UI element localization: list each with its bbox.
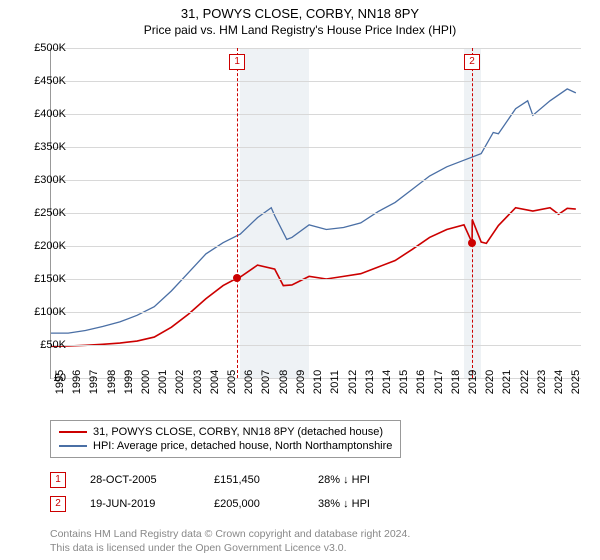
sale-date: 19-JUN-2019 [90,498,190,510]
sale-row-badge: 2 [50,496,66,512]
x-tick-label: 1996 [71,370,83,394]
x-tick-label: 2013 [364,370,376,394]
x-tick-label: 2007 [260,370,272,394]
sale-marker-line [237,48,238,378]
x-tick-label: 2017 [433,370,445,394]
grid-line [51,246,581,247]
x-tick-label: 2008 [278,370,290,394]
page-subtitle: Price paid vs. HM Land Registry's House … [0,21,600,41]
grid-line [51,345,581,346]
x-tick-label: 2023 [536,370,548,394]
y-tick-label: £350K [20,141,66,153]
x-tick-label: 1997 [88,370,100,394]
sale-row: 1 28-OCT-2005 £151,450 28% ↓ HPI [50,472,370,488]
x-tick-label: 2000 [140,370,152,394]
grid-line [51,312,581,313]
sale-marker-line [472,48,473,378]
grid-line [51,81,581,82]
x-tick-label: 2012 [347,370,359,394]
x-tick-label: 2004 [209,370,221,394]
sale-date: 28-OCT-2005 [90,474,190,486]
x-tick-label: 2025 [570,370,582,394]
legend-swatch [59,445,87,447]
x-tick-label: 2002 [174,370,186,394]
y-tick-label: £100K [20,306,66,318]
x-tick-label: 2018 [450,370,462,394]
page-title: 31, POWYS CLOSE, CORBY, NN18 8PY [0,0,600,21]
sale-delta: 38% ↓ HPI [318,498,370,510]
y-tick-label: £200K [20,240,66,252]
sale-price: £151,450 [214,474,294,486]
sale-marker-badge: 2 [464,54,480,70]
x-tick-label: 2003 [192,370,204,394]
y-tick-label: £150K [20,273,66,285]
sale-row-badge: 1 [50,472,66,488]
grid-line [51,180,581,181]
y-tick-label: £50K [20,339,66,351]
sale-row: 2 19-JUN-2019 £205,000 38% ↓ HPI [50,496,370,512]
grid-line [51,48,581,49]
legend-label: HPI: Average price, detached house, Nort… [93,440,392,452]
sale-price: £205,000 [214,498,294,510]
x-tick-label: 2009 [295,370,307,394]
x-tick-label: 2011 [329,370,341,394]
sale-dot [233,274,241,282]
x-tick-label: 2006 [243,370,255,394]
footer-line: Contains HM Land Registry data © Crown c… [50,528,410,542]
sale-dot [468,239,476,247]
y-tick-label: £300K [20,174,66,186]
x-tick-label: 1999 [123,370,135,394]
footer-line: This data is licensed under the Open Gov… [50,542,410,556]
legend-swatch [59,431,87,433]
x-tick-label: 2021 [501,370,513,394]
x-tick-label: 2016 [415,370,427,394]
grid-line [51,279,581,280]
x-tick-label: 2022 [519,370,531,394]
series-price_paid [51,208,576,347]
y-tick-label: £400K [20,108,66,120]
x-tick-label: 2010 [312,370,324,394]
y-tick-label: £250K [20,207,66,219]
x-tick-label: 2024 [553,370,565,394]
x-tick-label: 1998 [106,370,118,394]
footer-attribution: Contains HM Land Registry data © Crown c… [50,528,410,555]
y-tick-label: £500K [20,42,66,54]
chart-plot-area: 12 [50,48,581,379]
grid-line [51,147,581,148]
x-tick-label: 2019 [467,370,479,394]
x-tick-label: 1995 [54,370,66,394]
sale-delta: 28% ↓ HPI [318,474,370,486]
x-tick-label: 2005 [226,370,238,394]
y-tick-label: £450K [20,75,66,87]
x-tick-label: 2014 [381,370,393,394]
x-tick-label: 2001 [157,370,169,394]
sale-marker-badge: 1 [229,54,245,70]
legend-label: 31, POWYS CLOSE, CORBY, NN18 8PY (detach… [93,426,383,438]
legend-entry: HPI: Average price, detached house, Nort… [59,439,392,453]
x-tick-label: 2020 [484,370,496,394]
grid-line [51,114,581,115]
x-tick-label: 2015 [398,370,410,394]
legend-entry: 31, POWYS CLOSE, CORBY, NN18 8PY (detach… [59,425,392,439]
grid-line [51,213,581,214]
series-hpi [51,89,576,333]
legend-box: 31, POWYS CLOSE, CORBY, NN18 8PY (detach… [50,420,401,458]
